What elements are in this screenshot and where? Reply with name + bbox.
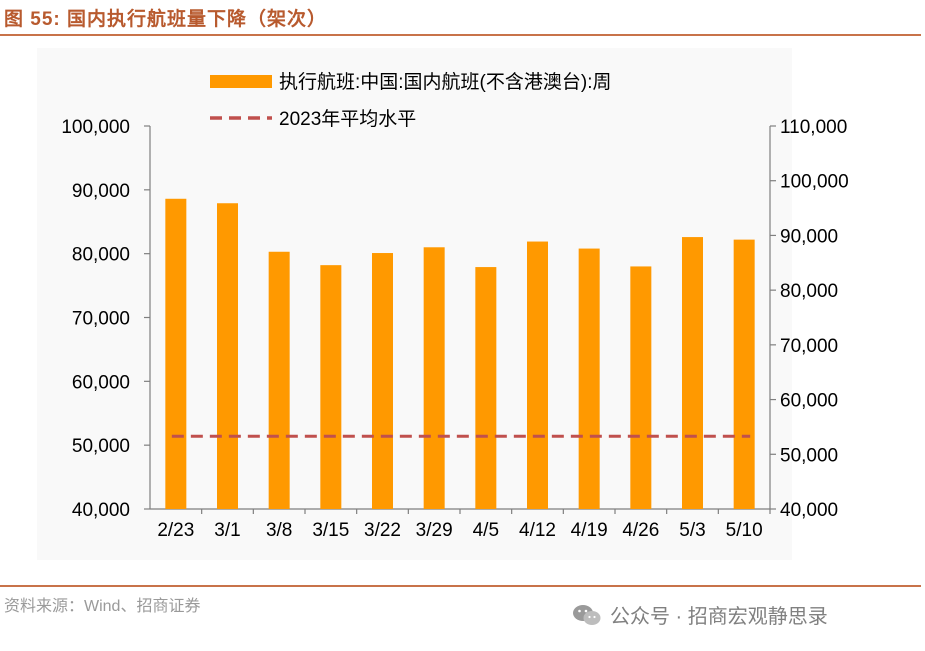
bar: [217, 203, 238, 509]
title-divider: [0, 34, 921, 36]
bar: [733, 239, 755, 509]
right-tick-label: 80,000: [780, 281, 838, 302]
bar: [320, 265, 342, 509]
left-tick-label: 50,000: [72, 436, 130, 457]
x-tick-label: 3/1: [214, 520, 240, 541]
bar: [165, 198, 187, 509]
left-tick-label: 40,000: [72, 500, 130, 521]
bar: [578, 248, 600, 509]
bar: [423, 247, 445, 510]
x-tick-label: 4/5: [473, 520, 499, 541]
x-tick-label: 3/8: [266, 520, 292, 541]
left-tick-label: 70,000: [72, 309, 130, 330]
source-note: 资料来源：Wind、招商证券: [4, 598, 201, 615]
right-tick-label: 70,000: [780, 336, 838, 357]
bar: [372, 253, 393, 509]
left-tick-label: 80,000: [72, 245, 130, 266]
legend-bar-label: 执行航班:中国:国内航班(不含港澳台):周: [279, 71, 612, 93]
bar: [630, 266, 652, 509]
watermark-text: 公众号 · 招商宏观静思录: [610, 606, 828, 628]
right-tick-label: 110,000: [780, 117, 847, 138]
chart: 执行航班:中国:国内航班(不含港澳台):周 2023年平均水平 40,000 50…: [37, 48, 849, 560]
plot-background: [37, 48, 792, 560]
legend: 执行航班:中国:国内航班(不含港澳台):周 2023年平均水平: [210, 71, 612, 130]
left-tick-label: 60,000: [72, 372, 130, 393]
right-tick-label: 90,000: [780, 226, 838, 247]
bar: [268, 251, 290, 510]
x-tick-label: 4/12: [519, 520, 556, 541]
right-tick-label: 40,000: [780, 500, 838, 521]
x-tick-label: 4/19: [571, 520, 608, 541]
x-tick-label: 4/26: [622, 520, 659, 541]
figure-title: 图 55: 国内执行航班量下降（架次）: [4, 9, 328, 30]
bar: [682, 237, 703, 509]
watermark: 公众号 · 招商宏观静思录: [572, 600, 828, 629]
source-divider: [0, 585, 921, 587]
x-tick-label: 5/10: [726, 520, 763, 541]
x-tick-label: 3/29: [416, 520, 453, 541]
bar: [527, 241, 548, 509]
right-tick-label: 100,000: [780, 172, 849, 193]
bar: [475, 267, 497, 509]
x-tick-label: 3/15: [312, 520, 349, 541]
left-tick-label: 100,000: [61, 117, 130, 138]
x-tick-label: 3/22: [364, 520, 401, 541]
right-tick-label: 50,000: [780, 445, 838, 466]
left-tick-label: 90,000: [72, 181, 130, 202]
x-tick-label: 2/23: [157, 520, 194, 541]
right-tick-label: 60,000: [780, 391, 838, 412]
x-tick-label: 5/3: [679, 520, 705, 541]
legend-bar-swatch: [210, 75, 272, 88]
wechat-icon: [573, 604, 601, 625]
legend-avg-label: 2023年平均水平: [279, 108, 416, 130]
